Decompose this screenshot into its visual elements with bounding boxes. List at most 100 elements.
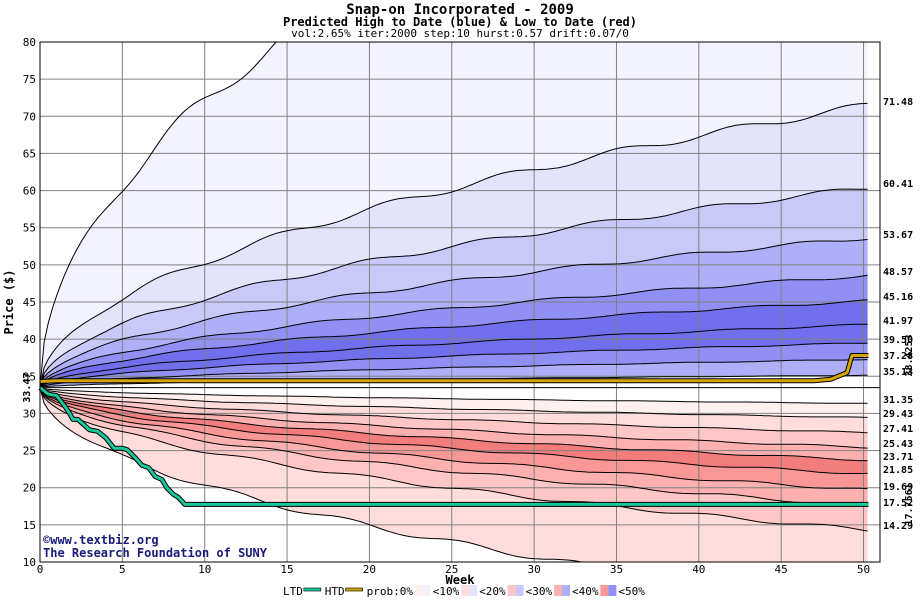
legend-swatch-line (303, 587, 322, 592)
legend-swatch-blue (469, 585, 478, 596)
high-band-3 (40, 239, 868, 388)
x-tick-label: 30 (527, 563, 540, 576)
y-tick-label: 55 (23, 222, 36, 235)
legend-label: <10% (433, 585, 460, 598)
legend-label: <30% (526, 585, 553, 598)
low-percentile-line (40, 387, 868, 418)
low-percentile-label: 19.69 (883, 482, 913, 493)
high-band-2 (40, 189, 868, 388)
legend-label: <50% (618, 585, 645, 598)
legend-label: prob:0% (367, 585, 414, 598)
high-percentile-label: 35.13 (883, 367, 913, 378)
outer-low-line (40, 387, 585, 562)
legend-label: HTD (325, 585, 345, 598)
low-band-1 (40, 387, 868, 433)
y-tick-label: 75 (23, 73, 36, 86)
x-axis-label: Week (446, 573, 476, 587)
low-percentile-label: 17.52 (883, 498, 913, 509)
legend-swatch-blue (515, 585, 524, 596)
high-percentile-line (40, 323, 868, 389)
start-price-label: 33.47 (22, 373, 33, 403)
y-tick-label: 20 (23, 482, 36, 495)
htd-series-line (39, 354, 869, 383)
low-band-4 (40, 387, 868, 474)
x-tick-label: 40 (692, 563, 705, 576)
probability-bands (40, 42, 868, 562)
y-tick-label: 65 (23, 147, 36, 160)
low-percentile-label: 29.43 (883, 409, 913, 420)
high-percentile-line (40, 359, 868, 389)
low-percentile-line (40, 387, 868, 462)
high-percentile-label: 45.16 (883, 292, 913, 303)
high-percentile-line (40, 188, 868, 388)
high-percentile-line (40, 342, 868, 389)
chart-params: vol:2.65% iter:2000 step:10 hurst:0.57 d… (291, 27, 629, 40)
legend-swatch-red (461, 585, 470, 596)
y-tick-label: 10 (23, 556, 36, 569)
low-percentile-line (40, 387, 868, 404)
legend-swatch-red (600, 585, 609, 596)
high-percentile-line (40, 299, 868, 388)
y-tick-label: 80 (23, 36, 36, 49)
low-percentile-label: 14.29 (883, 521, 913, 532)
x-tick-label: 45 (775, 563, 788, 576)
x-tick-label: 25 (445, 563, 458, 576)
low-percentile-label: 27.41 (883, 424, 913, 435)
y-tick-label: 70 (23, 110, 36, 123)
low-band-7 (40, 387, 868, 532)
x-tick-label: 20 (363, 563, 376, 576)
legend-label: LTD (283, 585, 303, 598)
y-tick-label: 35 (23, 370, 36, 383)
high-band-6 (40, 324, 868, 388)
plot-frame (39, 41, 881, 563)
legend-swatch-red (507, 585, 516, 596)
legend-swatch-line (345, 587, 363, 592)
legend-swatch-blue (608, 585, 617, 596)
y-tick-label: 25 (23, 445, 36, 458)
high-percentile-line (40, 102, 868, 388)
legend-label: <20% (479, 585, 506, 598)
x-tick-label: 5 (119, 563, 126, 576)
credit-line-2: The Research Foundation of SUNY (43, 546, 268, 560)
low-band-0 (40, 387, 868, 418)
outer-high-line (40, 42, 277, 388)
y-tick-label: 45 (23, 296, 36, 309)
chart-subtitle: Predicted High to Date (blue) & Low to D… (283, 15, 637, 29)
low-percentile-label: 23.71 (883, 452, 913, 463)
x-tick-label: 10 (198, 563, 211, 576)
low-percentile-label: 25.43 (883, 439, 913, 450)
legend-swatch-blue (562, 585, 570, 596)
low-percentile-line (40, 387, 868, 449)
y-tick-label: 15 (23, 519, 36, 532)
high-percentile-label: 37.28 (883, 351, 913, 362)
high-band-0 (40, 42, 868, 388)
high-band-5 (40, 299, 868, 388)
high-percentile-label: 48.57 (883, 267, 913, 278)
ltd-series-line (39, 386, 869, 506)
y-tick-label: 40 (23, 333, 36, 346)
high-percentile-label: 60.41 (883, 179, 913, 190)
x-tick-label: 15 (280, 563, 293, 576)
credit-line-1: ©www.textbiz.org (43, 533, 159, 547)
plot-border (39, 41, 881, 563)
high-percentile-line (40, 274, 868, 388)
low-percentile-label: 31.35 (883, 395, 913, 406)
low-percentile-label: 21.85 (883, 465, 913, 476)
high-band-4 (40, 275, 868, 388)
high-band-7 (40, 343, 868, 388)
legend-swatch-red (554, 585, 562, 596)
y-tick-label: 50 (23, 259, 36, 272)
high-percentile-label: 71.48 (883, 97, 913, 108)
low-percentile-line (40, 387, 868, 474)
legend-label: <40% (572, 585, 599, 598)
high-percentile-label: 41.97 (883, 316, 913, 327)
ltd-final-label: 17.7561 (904, 483, 915, 525)
series (38, 353, 869, 507)
low-percentile-line (40, 387, 868, 490)
htd-final-label: 38.4253 (904, 334, 915, 376)
high-percentile-label: 39.50 (883, 335, 913, 346)
high-percentile-line (40, 238, 868, 388)
y-tick-label: 30 (23, 407, 36, 420)
y-axis-label: Price ($) (2, 269, 16, 334)
